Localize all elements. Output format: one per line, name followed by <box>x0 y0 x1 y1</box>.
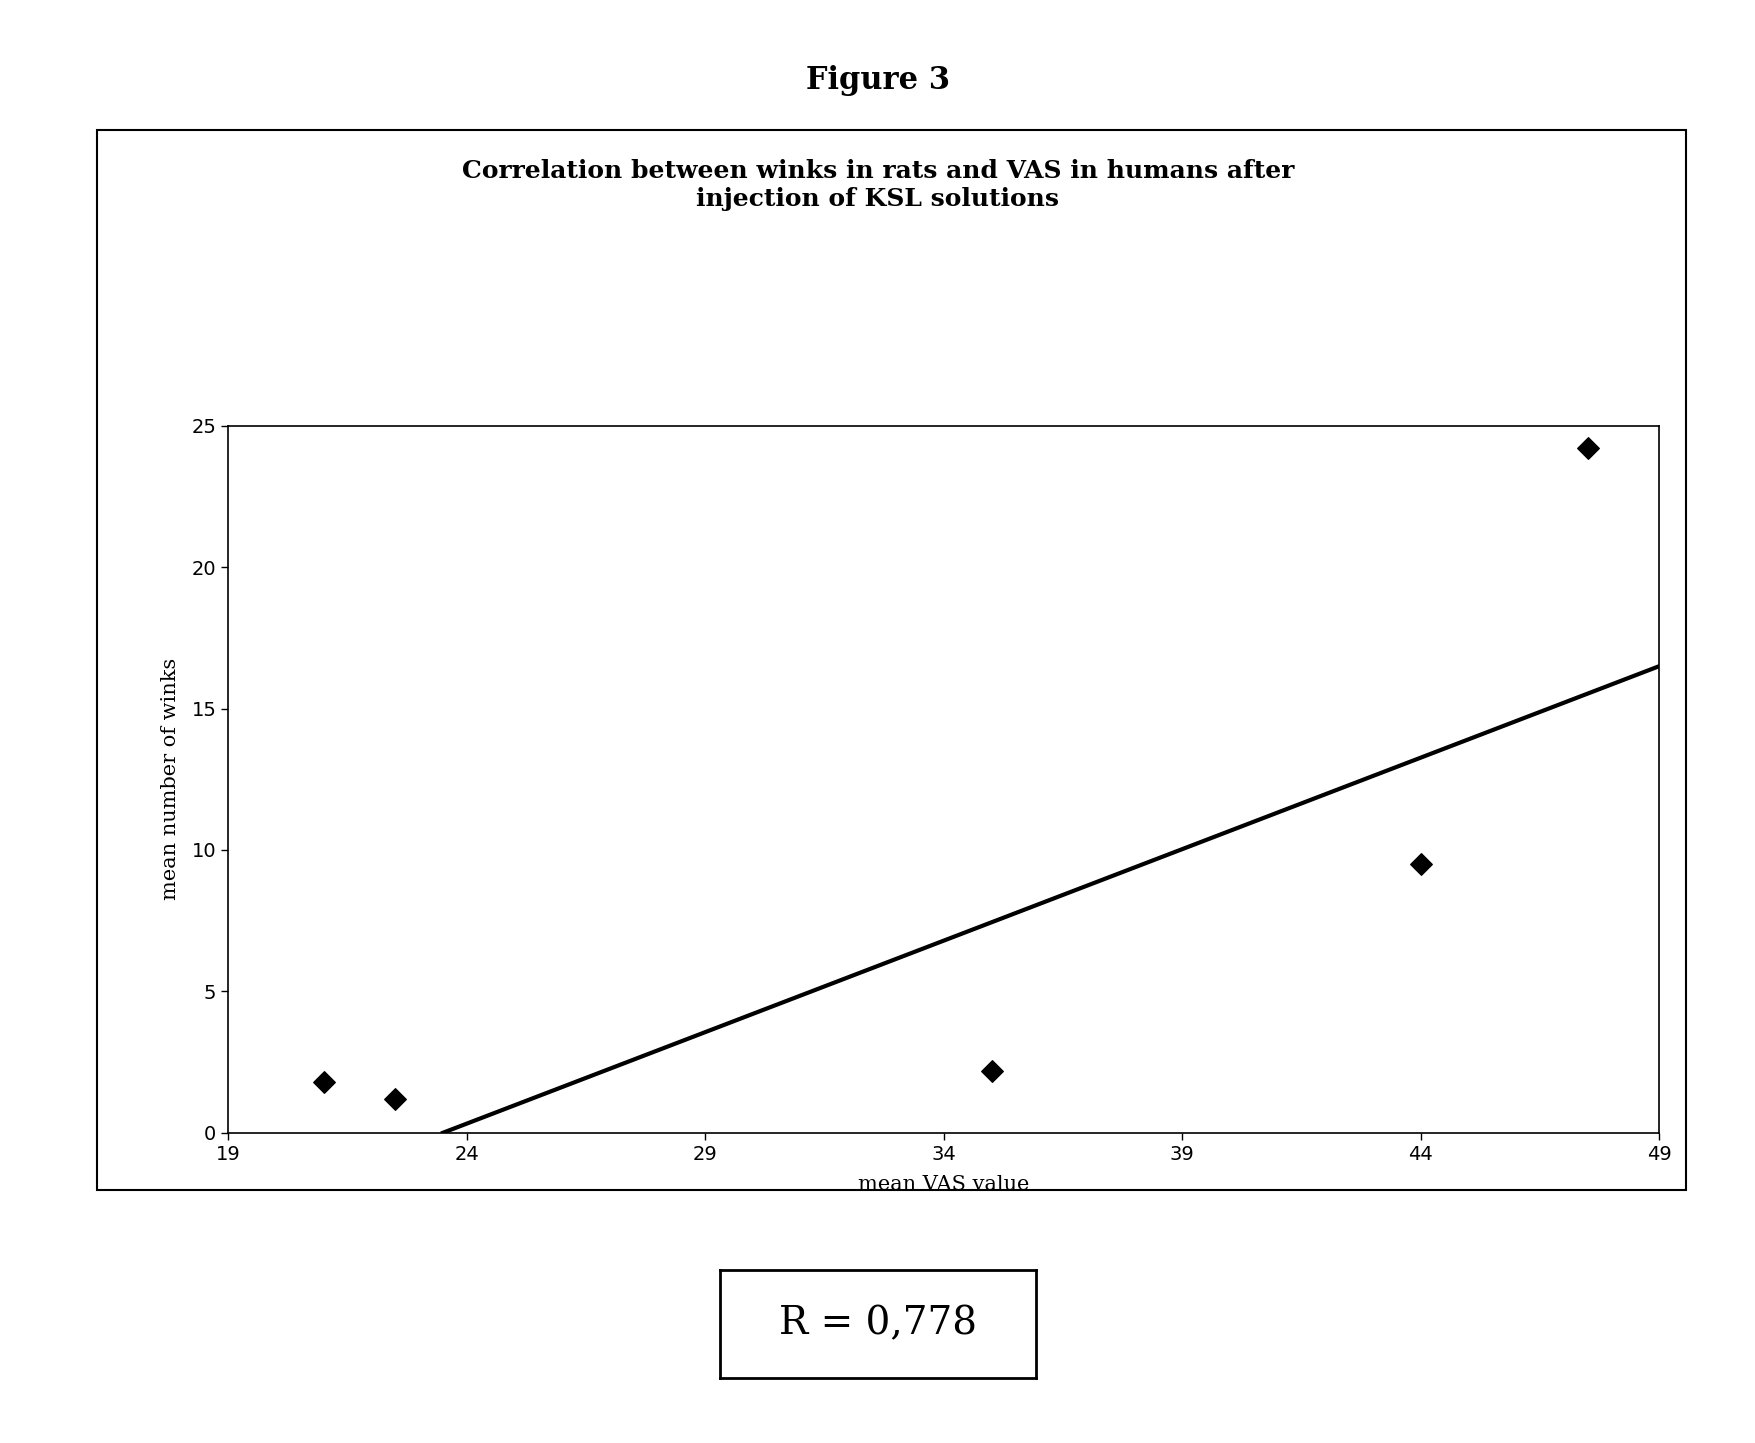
Text: R = 0,778: R = 0,778 <box>779 1306 976 1342</box>
Point <box>1406 853 1434 876</box>
Point <box>381 1087 409 1110</box>
Y-axis label: mean number of winks: mean number of winks <box>161 658 181 900</box>
Point <box>1572 437 1601 460</box>
Text: Figure 3: Figure 3 <box>806 65 949 95</box>
Text: Correlation between winks in rats and VAS in humans after
injection of KSL solut: Correlation between winks in rats and VA… <box>462 159 1293 211</box>
Point <box>309 1071 337 1094</box>
X-axis label: mean VAS value: mean VAS value <box>858 1175 1028 1193</box>
Point <box>978 1059 1006 1082</box>
